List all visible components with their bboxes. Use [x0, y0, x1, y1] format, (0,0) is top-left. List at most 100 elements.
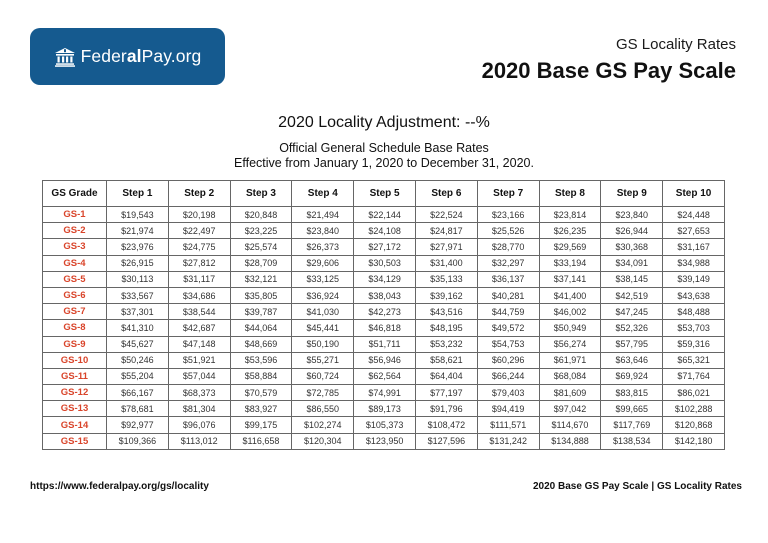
- salary-cell: $42,687: [167, 319, 231, 337]
- salary-cell: $55,204: [106, 367, 169, 386]
- salary-cell: $91,796: [414, 400, 478, 418]
- salary-cell: $24,775: [167, 238, 231, 256]
- salary-cell: $44,064: [229, 319, 293, 337]
- grade-cell: GS-6: [42, 286, 107, 305]
- table-row: GS-14 $92,977 $96,076 $99,175 $102,274 $105,3…: [42, 416, 725, 434]
- salary-cell: $65,321: [662, 351, 725, 369]
- salary-cell: $52,326: [600, 319, 664, 337]
- salary-cell: $60,296: [476, 351, 540, 369]
- salary-cell: $38,043: [353, 286, 416, 305]
- table-row: GS-5 $30,113 $31,117 $32,121 $33,125 $34,129 $…: [42, 270, 725, 288]
- table-row: GS-3 $23,976 $24,775 $25,574 $26,373 $27,172 $…: [42, 238, 725, 256]
- salary-cell: $20,848: [229, 205, 293, 224]
- salary-cell: $131,242: [476, 432, 540, 450]
- salary-cell: $34,091: [600, 254, 664, 272]
- salary-cell: $99,175: [229, 416, 293, 434]
- salary-cell: $89,173: [353, 400, 416, 418]
- salary-cell: $43,638: [662, 286, 725, 305]
- grade-cell: GS-9: [42, 335, 107, 353]
- salary-cell: $34,686: [167, 286, 231, 305]
- table-row: GS-2 $21,974 $22,497 $23,225 $23,840 $24,108 $…: [42, 222, 725, 240]
- salary-cell: $31,167: [662, 238, 725, 256]
- salary-cell: $56,274: [538, 335, 602, 353]
- salary-cell: $41,030: [291, 303, 355, 321]
- salary-cell: $24,108: [353, 222, 416, 240]
- table-row: GS-9 $45,627 $47,148 $48,669 $50,190 $51,711 $…: [42, 335, 725, 353]
- grade-cell: GS-13: [42, 400, 107, 418]
- salary-cell: $25,526: [476, 222, 540, 240]
- salary-cell: $21,494: [291, 205, 355, 224]
- salary-cell: $26,373: [291, 238, 355, 256]
- salary-cell: $55,271: [291, 351, 355, 369]
- salary-cell: $23,166: [476, 205, 540, 224]
- salary-cell: $32,297: [476, 254, 540, 272]
- salary-cell: $59,316: [662, 335, 725, 353]
- salary-cell: $54,753: [476, 335, 540, 353]
- salary-cell: $62,564: [353, 367, 416, 386]
- salary-cell: $83,927: [229, 400, 293, 418]
- salary-cell: $25,574: [229, 238, 293, 256]
- grade-cell: GS-2: [42, 222, 107, 240]
- column-header-gs-grade: GS Grade: [42, 180, 107, 207]
- salary-cell: $43,516: [414, 303, 478, 321]
- salary-cell: $29,569: [538, 238, 602, 256]
- table-row: GS-15 $109,366 $113,012 $116,658 $120,304 $12…: [42, 432, 725, 450]
- salary-cell: $23,840: [600, 205, 664, 224]
- salary-cell: $61,971: [538, 351, 602, 369]
- salary-cell: $42,519: [600, 286, 664, 305]
- salary-cell: $27,971: [414, 238, 478, 256]
- salary-cell: $108,472: [414, 416, 478, 434]
- grade-cell: GS-7: [42, 303, 107, 321]
- column-header-step-3: Step 3: [229, 180, 293, 207]
- salary-cell: $30,503: [353, 254, 416, 272]
- salary-cell: $41,310: [106, 319, 169, 337]
- salary-cell: $39,162: [414, 286, 478, 305]
- grade-cell: GS-4: [42, 254, 107, 272]
- pay-scale-table: GS Grade Step 1 Step 2 Step 3 Step 4 Step 5 St…: [42, 180, 725, 450]
- salary-cell: $57,795: [600, 335, 664, 353]
- salary-cell: $68,084: [538, 367, 602, 386]
- salary-cell: $46,002: [538, 303, 602, 321]
- salary-cell: $26,944: [600, 222, 664, 240]
- salary-cell: $28,709: [229, 254, 293, 272]
- salary-cell: $45,627: [106, 335, 169, 353]
- salary-cell: $63,646: [600, 351, 664, 369]
- salary-cell: $23,840: [291, 222, 355, 240]
- salary-cell: $37,141: [538, 270, 602, 288]
- salary-cell: $44,759: [476, 303, 540, 321]
- salary-cell: $53,232: [414, 335, 478, 353]
- salary-cell: $24,448: [662, 205, 725, 224]
- salary-cell: $27,653: [662, 222, 725, 240]
- grade-cell: GS-10: [42, 351, 107, 369]
- column-header-step-10: Step 10: [662, 180, 725, 207]
- logo-text: FederalPay.org: [80, 46, 202, 66]
- salary-cell: $69,924: [600, 367, 664, 386]
- salary-cell: $96,076: [167, 416, 231, 434]
- salary-cell: $33,125: [291, 270, 355, 288]
- salary-cell: $105,373: [353, 416, 416, 434]
- salary-cell: $64,404: [414, 367, 478, 386]
- description-line-1: Official General Schedule Base Rates: [279, 141, 489, 155]
- salary-cell: $116,658: [229, 432, 293, 450]
- column-header-step-9: Step 9: [600, 180, 664, 207]
- salary-cell: $32,121: [229, 270, 293, 288]
- salary-cell: $123,950: [353, 432, 416, 450]
- salary-cell: $120,304: [291, 432, 355, 450]
- grade-cell: GS-8: [42, 319, 107, 337]
- salary-cell: $51,921: [167, 351, 231, 369]
- salary-cell: $23,225: [229, 222, 293, 240]
- salary-cell: $117,769: [600, 416, 664, 434]
- table-header-row: GS Grade Step 1 Step 2 Step 3 Step 4 Step 5 St…: [42, 180, 725, 207]
- grade-cell: GS-11: [42, 367, 107, 386]
- salary-cell: $120,868: [662, 416, 725, 434]
- salary-cell: $83,815: [600, 384, 664, 402]
- salary-cell: $74,991: [353, 384, 416, 402]
- federalpay-logo[interactable]: FederalPay.org: [30, 28, 225, 85]
- salary-cell: $81,609: [538, 384, 602, 402]
- salary-cell: $53,703: [662, 319, 725, 337]
- salary-cell: $19,543: [106, 205, 169, 224]
- salary-cell: $51,711: [353, 335, 416, 353]
- salary-cell: $47,245: [600, 303, 664, 321]
- table-row: GS-6 $33,567 $34,686 $35,805 $36,924 $38,043 $…: [42, 286, 725, 305]
- salary-cell: $26,915: [106, 254, 169, 272]
